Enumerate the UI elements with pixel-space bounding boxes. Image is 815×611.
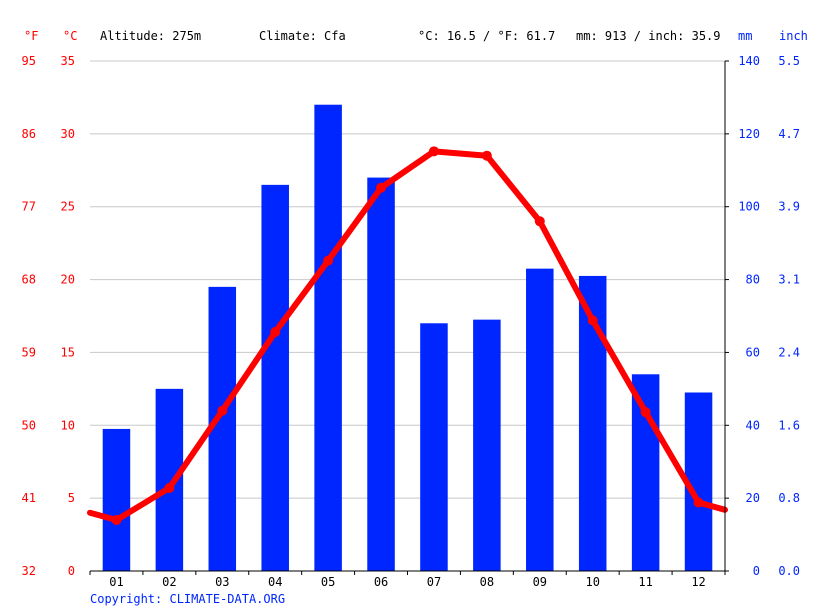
- tick-label-celsius: 25: [61, 200, 75, 214]
- temperature-point: [164, 482, 175, 493]
- temperature-point: [534, 216, 545, 227]
- tick-label-celsius: 30: [61, 127, 75, 141]
- temperature-point: [428, 146, 439, 157]
- tick-label-mm: 0: [753, 564, 760, 578]
- month-label: 06: [374, 575, 388, 589]
- month-label: 01: [109, 575, 123, 589]
- month-label: 02: [162, 575, 176, 589]
- month-label: 05: [321, 575, 335, 589]
- tick-label-inch: 1.6: [778, 418, 800, 432]
- unit-fahrenheit: °F: [24, 29, 38, 43]
- month-label: 07: [427, 575, 441, 589]
- month-label: 04: [268, 575, 282, 589]
- tick-label-fahrenheit: 41: [22, 491, 36, 505]
- tick-label-celsius: 35: [61, 54, 75, 68]
- axes: [89, 60, 729, 575]
- month-label: 11: [638, 575, 652, 589]
- tick-label-celsius: 20: [61, 273, 75, 287]
- temperature-point: [217, 405, 228, 416]
- precipitation-bar: [631, 374, 660, 571]
- tick-label-celsius: 10: [61, 418, 75, 432]
- precipitation-summary: mm: 913 / inch: 35.9: [576, 29, 721, 43]
- gridlines: [90, 60, 725, 499]
- temperature-summary: °C: 16.5 / °F: 61.7: [418, 29, 555, 43]
- temperature-point: [481, 150, 492, 161]
- unit-mm: mm: [738, 29, 752, 43]
- tick-label-mm: 80: [746, 273, 760, 287]
- temperature-point: [587, 315, 598, 326]
- precipitation-bar: [473, 319, 501, 571]
- temperature-point: [376, 182, 387, 193]
- temperature-point: [640, 407, 651, 418]
- tick-label-fahrenheit: 32: [22, 564, 36, 578]
- precipitation-bar: [102, 428, 131, 571]
- tick-label-inch: 3.9: [778, 200, 800, 214]
- unit-celsius: °C: [63, 29, 77, 43]
- altitude-label: Altitude: 275m: [100, 29, 201, 43]
- temperature-line: [87, 146, 728, 525]
- temperature-point: [693, 497, 704, 508]
- tick-label-inch: 0.0: [778, 564, 800, 578]
- temperature-point: [323, 255, 334, 266]
- precipitation-bar: [314, 104, 342, 571]
- precipitation-bar: [261, 184, 289, 571]
- precipitation-bar: [526, 268, 554, 571]
- tick-label-fahrenheit: 59: [22, 345, 36, 359]
- tick-label-mm: 140: [738, 54, 760, 68]
- tick-label-fahrenheit: 86: [22, 127, 36, 141]
- tick-label-fahrenheit: 50: [22, 418, 36, 432]
- precipitation-bar: [155, 388, 184, 571]
- tick-label-fahrenheit: 68: [22, 273, 36, 287]
- month-label: 03: [215, 575, 229, 589]
- tick-label-mm: 100: [738, 200, 760, 214]
- precipitation-bar: [420, 323, 448, 571]
- copyright-label: Copyright: CLIMATE-DATA.ORG: [90, 592, 286, 606]
- tick-label-celsius: 5: [68, 491, 75, 505]
- tick-label-mm: 20: [746, 491, 760, 505]
- temperature-point: [111, 515, 122, 525]
- month-label: 12: [691, 575, 705, 589]
- precipitation-bar: [367, 177, 395, 572]
- temperature-point: [270, 327, 281, 338]
- tick-label-mm: 60: [746, 345, 760, 359]
- month-label: 10: [585, 575, 599, 589]
- tick-label-inch: 2.4: [778, 345, 800, 359]
- month-label: 08: [480, 575, 494, 589]
- tick-label-celsius: 0: [68, 564, 75, 578]
- month-label: 09: [533, 575, 547, 589]
- precipitation-bars: [102, 104, 713, 572]
- tick-label-inch: 5.5: [778, 54, 800, 68]
- tick-label-fahrenheit: 77: [22, 200, 36, 214]
- tick-labels: 32 0 0 0.0 41 5 20 0.8 50 10 40 1.6 59 15 60 2.4 68 20 80 3…: [22, 54, 800, 589]
- tick-label-fahrenheit: 95: [22, 54, 36, 68]
- tick-label-inch: 3.1: [778, 273, 800, 287]
- temperature-series-line: [87, 148, 728, 523]
- unit-inch: inch: [779, 29, 808, 43]
- tick-label-inch: 4.7: [778, 127, 800, 141]
- tick-label-inch: 0.8: [778, 491, 800, 505]
- tick-label-celsius: 15: [61, 345, 75, 359]
- tick-label-mm: 120: [738, 127, 760, 141]
- tick-label-mm: 40: [746, 418, 760, 432]
- climate-label: Climate: Cfa: [259, 29, 346, 43]
